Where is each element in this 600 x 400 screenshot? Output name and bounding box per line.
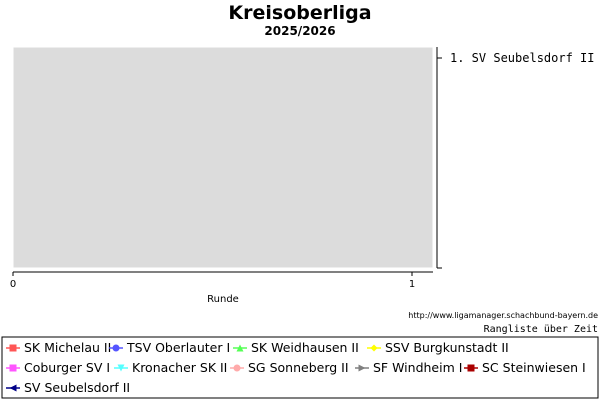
legend-marker-icon bbox=[467, 364, 475, 372]
legend-label: SV Seubelsdorf II bbox=[24, 380, 130, 395]
legend-label: SF Windheim I bbox=[373, 360, 462, 375]
legend-item: TSV Oberlauter I bbox=[109, 340, 230, 355]
legend-item: SG Sonneberg II bbox=[230, 360, 349, 375]
legend-item: SV Seubelsdorf II bbox=[6, 380, 130, 395]
legend-marker-icon bbox=[112, 344, 120, 352]
legend-label: SK Michelau II bbox=[24, 340, 111, 355]
x-tick-label-1: 1 bbox=[409, 279, 415, 290]
x-axis-label: Runde bbox=[207, 294, 239, 305]
plot-area bbox=[12, 46, 434, 269]
legend-label: SG Sonneberg II bbox=[248, 360, 349, 375]
legend-item: SF Windheim I bbox=[355, 360, 462, 375]
x-tick-label-0: 0 bbox=[10, 279, 16, 290]
legend-label: TSV Oberlauter I bbox=[126, 340, 230, 355]
legend-item: SC Steinwiesen I bbox=[464, 360, 586, 375]
legend-marker-icon bbox=[9, 364, 17, 372]
legend-item: Coburger SV I bbox=[6, 360, 110, 375]
ranking-label-1: 1. SV Seubelsdorf II bbox=[450, 51, 595, 65]
legend: SK Michelau II TSV Oberlauter I SK Weidhau… bbox=[6, 340, 586, 395]
legend-item: SK Michelau II bbox=[6, 340, 111, 355]
legend-marker-icon bbox=[9, 384, 17, 392]
legend-label: SK Weidhausen II bbox=[251, 340, 359, 355]
source-url: http://www.ligamanager.schachbund-bayern… bbox=[408, 311, 598, 320]
legend-item: SSV Burgkunstadt II bbox=[367, 340, 509, 355]
legend-marker-icon bbox=[9, 344, 17, 352]
chart-title: Kreisoberliga bbox=[228, 2, 371, 24]
legend-label: Coburger SV I bbox=[24, 360, 110, 375]
legend-item: Kronacher SK II bbox=[114, 360, 227, 375]
legend-box bbox=[1, 336, 599, 399]
legend-marker-icon bbox=[358, 364, 366, 372]
legend-label: SSV Burgkunstadt II bbox=[385, 340, 509, 355]
legend-marker-icon bbox=[117, 364, 125, 372]
legend-marker-icon bbox=[233, 364, 241, 372]
chart-mode-label: Rangliste über Zeit bbox=[484, 324, 598, 335]
legend-label: SC Steinwiesen I bbox=[482, 360, 586, 375]
legend-marker-icon bbox=[236, 344, 244, 352]
chart-subtitle: 2025/2026 bbox=[264, 24, 335, 38]
legend-marker-icon bbox=[370, 344, 378, 352]
legend-item: SK Weidhausen II bbox=[233, 340, 359, 355]
legend-label: Kronacher SK II bbox=[132, 360, 227, 375]
